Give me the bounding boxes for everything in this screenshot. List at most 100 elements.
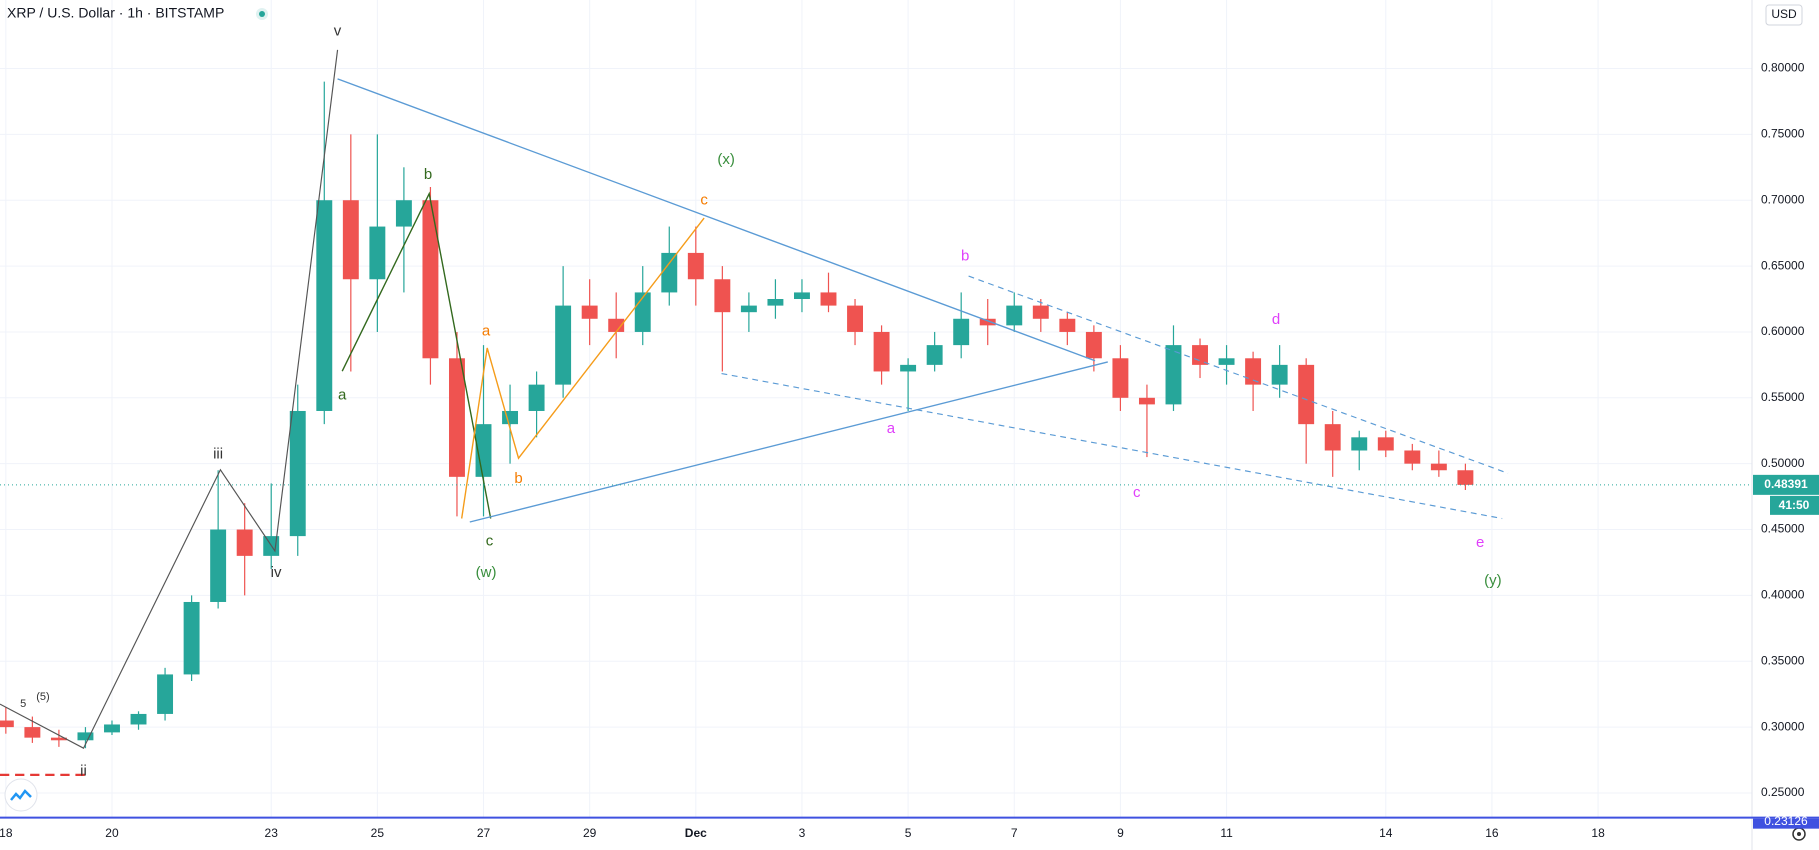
candle-body [979, 318, 996, 326]
y-tick-label: 0.55000 [1761, 390, 1805, 404]
candle-body [581, 305, 598, 319]
candle-body [1351, 437, 1368, 451]
x-tick-label: 7 [1011, 826, 1018, 840]
candle-body [289, 410, 306, 537]
candle-body [1245, 358, 1262, 385]
wave-label: (x) [717, 151, 735, 168]
y-tick-label: 0.75000 [1761, 127, 1805, 141]
wave-label: d [1272, 311, 1280, 328]
wave-line [460, 217, 705, 519]
wave-label: b [961, 247, 969, 264]
wave-label: e [1476, 534, 1484, 551]
annotations: v iii iv ii 5 (5) a b c (w) a b c (x) b a c d e (y) [20, 22, 1502, 779]
candle-body [1430, 463, 1447, 471]
candle-body [316, 200, 333, 411]
y-tick-label: 0.60000 [1761, 324, 1805, 338]
x-tick-label: 27 [477, 826, 491, 840]
x-tick-label: 9 [1117, 826, 1124, 840]
wave-label: c [1133, 484, 1141, 501]
wave-line [0, 49, 339, 749]
candle-body [1059, 318, 1076, 332]
x-tick-label: 23 [265, 826, 279, 840]
candle-body [793, 292, 810, 300]
wave-label: 5 [20, 698, 26, 710]
baseline-label: 0.23126 [1764, 814, 1808, 828]
candle-body [1298, 364, 1315, 425]
wave-label: (5) [36, 691, 49, 703]
baseline-box [1753, 818, 1819, 829]
candle-body [1138, 397, 1155, 405]
channel-line [968, 275, 1509, 474]
candle-body [130, 713, 147, 725]
x-tick-label: 16 [1485, 826, 1499, 840]
candle-body [449, 358, 465, 477]
x-tick-label: 5 [905, 826, 912, 840]
wave-label: ii [80, 762, 87, 779]
wave-line [341, 191, 492, 519]
triangle-line [337, 78, 1096, 362]
candle-body [210, 529, 227, 602]
status-dot [259, 11, 265, 17]
y-tick-label: 0.40000 [1761, 588, 1805, 602]
candle-body [740, 305, 757, 313]
candle-body [687, 252, 704, 280]
candle-body [661, 252, 678, 293]
candle-body [953, 318, 970, 346]
x-tick-label: 18 [0, 826, 13, 840]
y-tick-label: 0.70000 [1761, 192, 1805, 206]
x-tick-label: 14 [1379, 826, 1393, 840]
candle-body [24, 727, 41, 738]
currency-box[interactable] [1765, 4, 1803, 26]
wave-label: c [486, 533, 494, 550]
candle-body [926, 345, 943, 365]
candle-body [900, 364, 917, 372]
channel-line [721, 372, 1503, 520]
chart-title: XRP / U.S. Dollar · 1h · BITSTAMP [7, 5, 224, 21]
candle-body [1457, 470, 1474, 485]
wave-label: a [482, 323, 491, 340]
candle-body [820, 292, 837, 306]
x-tick-label: 29 [583, 826, 597, 840]
candle-body [1218, 358, 1235, 365]
candle-body [1032, 305, 1049, 319]
x-tick-label: 25 [371, 826, 385, 840]
candle-body [422, 200, 439, 359]
candle-body [714, 279, 731, 313]
candle-body [502, 410, 519, 425]
candle-body [1112, 358, 1129, 398]
logo-mark [10, 789, 32, 801]
x-tick-label: 18 [1591, 826, 1605, 840]
x-tick-label: 3 [799, 826, 806, 840]
candle-body [77, 732, 94, 741]
currency: USD [1771, 7, 1797, 21]
candle-body [1324, 424, 1341, 451]
y-tick-label: 0.45000 [1761, 522, 1805, 536]
countdown: 41:50 [1779, 498, 1810, 512]
wave-label: a [338, 387, 347, 404]
settings-gear [1797, 832, 1801, 836]
candle-body [1165, 345, 1182, 405]
x-tick-label: 20 [105, 826, 119, 840]
candle-body [342, 200, 359, 280]
candle-body [104, 724, 120, 733]
x-tick-label: 11 [1220, 826, 1233, 840]
grid [0, 0, 1752, 818]
candle-body [1006, 305, 1023, 326]
wave-label: v [334, 22, 342, 39]
wave-label: (w) [476, 564, 497, 581]
candle-body [369, 226, 386, 280]
wave-label: b [424, 166, 432, 183]
countdown-box [1770, 495, 1819, 515]
candle-body [475, 424, 492, 477]
y-tick-label: 0.30000 [1761, 719, 1805, 733]
candle-body [1271, 364, 1288, 385]
wave-label: b [514, 470, 522, 487]
candle-body [1404, 450, 1421, 464]
candle-body [395, 200, 412, 227]
candle-body [157, 674, 174, 714]
x-tick-label: Dec [685, 826, 707, 840]
candle-body [1192, 345, 1208, 365]
price-axis [1752, 0, 1819, 850]
candle-body [183, 601, 200, 675]
